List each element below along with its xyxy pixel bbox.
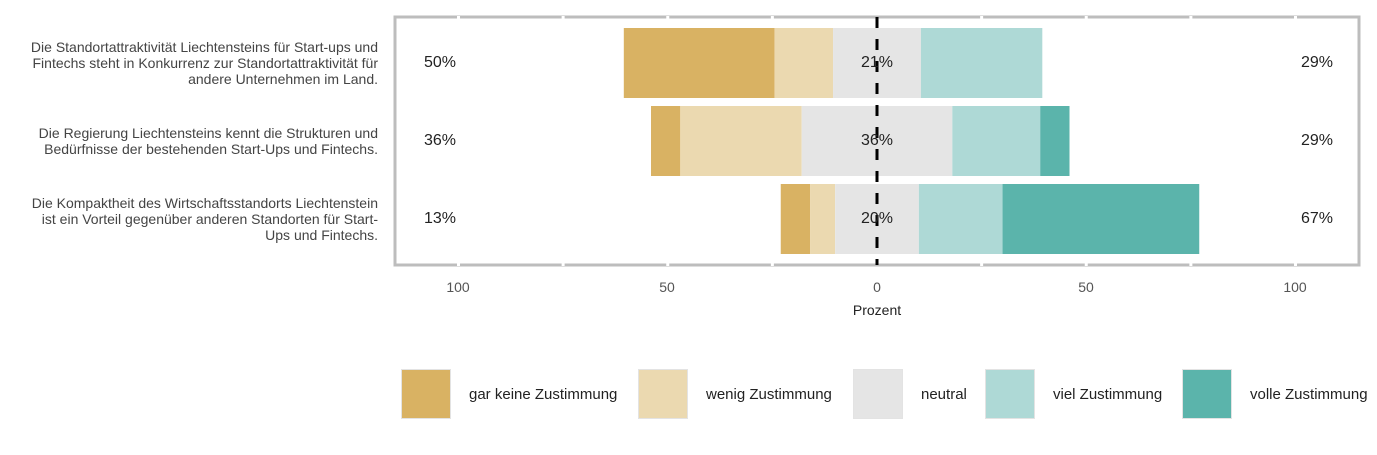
x-tick-label: 50: [659, 279, 675, 295]
left-percent-label: 36%: [424, 132, 457, 149]
x-tick-label: 0: [873, 279, 881, 295]
legend-label: wenig Zustimmung: [706, 386, 832, 403]
y-category-label: Die Regierung Liechtensteins kennt die S…: [38, 125, 378, 157]
center-percent-label: 20%: [861, 210, 894, 227]
bar-segment: [774, 28, 834, 98]
bar-segment: [680, 106, 802, 176]
legend-label: volle Zustimmung: [1250, 386, 1368, 403]
y-category-label: Die Kompaktheit des Wirtschaftsstandorts…: [31, 195, 378, 243]
bar-segment: [623, 28, 775, 98]
bar-segment: [1040, 106, 1070, 176]
bar-segment: [801, 106, 953, 176]
legend-label: neutral: [921, 386, 967, 403]
x-tick-label: 50: [1078, 279, 1094, 295]
legend-swatch: [853, 369, 903, 419]
left-percent-label: 50%: [424, 54, 457, 71]
right-percent-label: 29%: [1301, 132, 1334, 149]
center-percent-label: 36%: [861, 132, 894, 149]
x-axis-title: Prozent: [852, 302, 902, 318]
left-percent-label: 13%: [424, 210, 457, 227]
center-percent-label: 21%: [861, 54, 894, 71]
bar-segment: [918, 184, 1003, 254]
bar-segment: [810, 184, 836, 254]
x-tick-label: 100: [1283, 279, 1307, 295]
right-percent-label: 67%: [1301, 210, 1334, 227]
legend-swatch: [1182, 369, 1232, 419]
y-category-label: Die Standortattraktivität Liechtensteins…: [30, 39, 378, 87]
legend-swatch: [638, 369, 688, 419]
x-tick-label: 100: [446, 279, 470, 295]
bar-segment: [1002, 184, 1200, 254]
bar-segment: [920, 28, 1043, 98]
legend-swatch: [985, 369, 1035, 419]
legend-label: gar keine Zustimmung: [469, 386, 618, 403]
bar-segment: [952, 106, 1041, 176]
bar-segment: [651, 106, 681, 176]
right-percent-label: 29%: [1301, 54, 1334, 71]
legend-swatch: [401, 369, 451, 419]
legend-label: viel Zustimmung: [1053, 386, 1163, 403]
bar-segment: [780, 184, 811, 254]
